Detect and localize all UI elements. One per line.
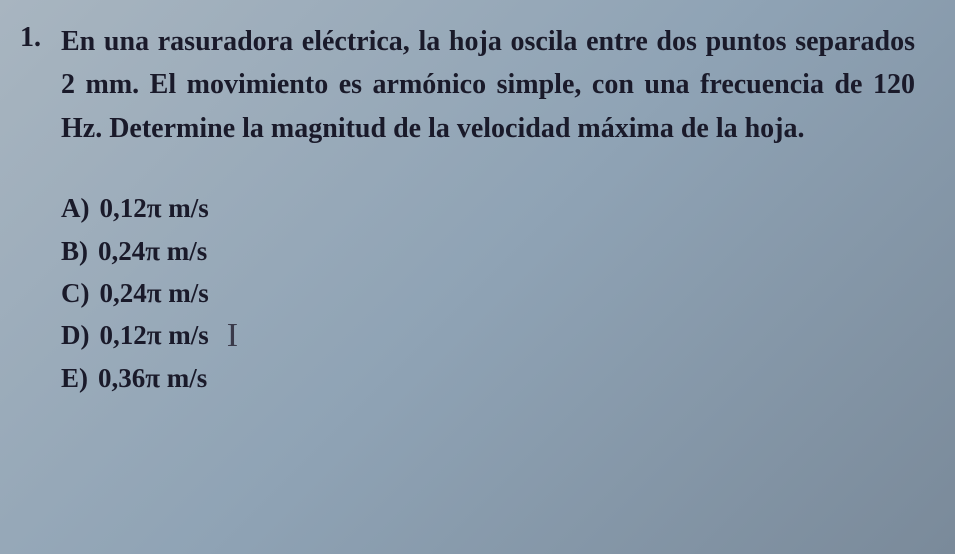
option-value: 0,12π m/s: [100, 190, 209, 226]
question-container: 1. En una rasuradora eléctrica, la hoja …: [20, 20, 915, 396]
option-label: B): [61, 233, 88, 269]
question-text: En una rasuradora eléctrica, la hoja osc…: [61, 20, 915, 150]
option-label: D): [61, 317, 90, 353]
option-a[interactable]: A) 0,12π m/s: [61, 190, 915, 226]
option-e[interactable]: E) 0,36π m/s: [61, 360, 915, 396]
question-body: En una rasuradora eléctrica, la hoja osc…: [61, 20, 915, 396]
option-value: 0,36π m/s: [98, 360, 207, 396]
option-value: 0,12π m/s: [100, 317, 209, 353]
question-number: 1.: [20, 20, 41, 396]
option-c[interactable]: C) 0,24π m/s: [61, 275, 915, 311]
text-cursor-icon: I: [227, 322, 238, 349]
option-value: 0,24π m/s: [98, 233, 207, 269]
option-label: E): [61, 360, 88, 396]
options-list: A) 0,12π m/s B) 0,24π m/s C) 0,24π m/s D…: [61, 190, 915, 396]
option-label: A): [61, 190, 90, 226]
option-b[interactable]: B) 0,24π m/s: [61, 233, 915, 269]
option-label: C): [61, 275, 90, 311]
option-value: 0,24π m/s: [100, 275, 209, 311]
option-d[interactable]: D) 0,12π m/s I: [61, 317, 915, 353]
